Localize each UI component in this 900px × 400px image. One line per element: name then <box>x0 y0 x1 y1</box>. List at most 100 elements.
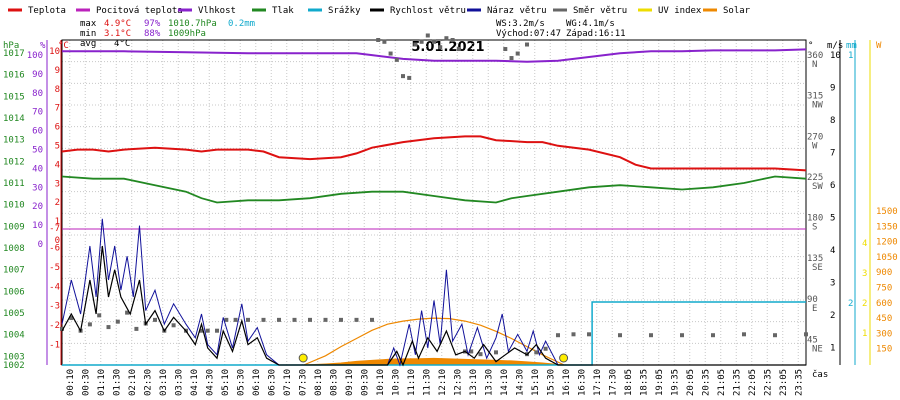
tick-x: 04:30 <box>205 369 215 396</box>
stat-ws: WS:3.2m/s <box>496 19 545 29</box>
tick-x: 17:10 <box>593 369 603 396</box>
legend-label: Solar <box>723 6 751 16</box>
wind-dir-point <box>587 332 591 337</box>
tick-wind-dir: 135 <box>807 254 823 264</box>
tick-humidity: 30 <box>32 183 43 193</box>
tick-wind-speed: 4 <box>830 246 835 256</box>
legend-label: Náraz větru <box>487 6 547 16</box>
tick-x: 12:10 <box>438 369 448 396</box>
tick-humidity: 0 <box>38 240 43 250</box>
series-wind-speed <box>61 245 806 367</box>
tick-rain: 1 <box>848 51 853 61</box>
wind-dir-point <box>388 51 393 56</box>
tick-wind-speed: 8 <box>830 116 835 126</box>
tick-wind-dir-name: N <box>812 60 817 70</box>
series-layer <box>60 33 808 367</box>
tick-temp-neg: -6 <box>49 243 60 253</box>
tick-x: 08:10 <box>314 369 324 396</box>
tick-x: 09:10 <box>345 369 355 396</box>
wind-dir-point <box>205 328 210 333</box>
tick-x: 15:10 <box>531 369 541 396</box>
tick-x: 08:30 <box>329 369 339 396</box>
tick-x: 10:30 <box>391 369 401 396</box>
tick-x: 00:10 <box>66 369 76 396</box>
stat-sunrise: Východ:07:47 <box>496 29 561 39</box>
wind-dir-point <box>354 317 359 322</box>
wind-dir-point <box>478 352 483 357</box>
tick-x: 22:35 <box>763 369 773 396</box>
tick-x: 16:10 <box>562 369 572 396</box>
tick-wind-dir: 315 <box>807 92 823 102</box>
stat-avg-label: avg <box>80 39 96 49</box>
tick-wind-speed: 7 <box>830 149 835 159</box>
tick-wind-dir: 90 <box>807 295 818 305</box>
chart-title: 5.01.2021 <box>411 40 484 55</box>
stat-max-temp: 4.9°C <box>104 19 131 29</box>
tick-wind-speed: 1 <box>830 344 835 354</box>
tick-humidity: 20 <box>32 202 43 212</box>
tick-solar: 150 <box>876 345 892 355</box>
wind-dir-point <box>246 317 250 322</box>
tick-temp-neg: -1 <box>49 341 60 351</box>
tick-x: 20:35 <box>701 369 711 396</box>
legend-label: Rychlost větru <box>390 6 466 16</box>
wind-dir-point <box>323 317 328 322</box>
stat-max-hum: 97% <box>144 19 161 29</box>
wind-dir-point <box>199 328 204 333</box>
series-wind-gust <box>61 218 806 367</box>
tick-x: 23:35 <box>794 369 804 396</box>
wind-dir-point <box>308 317 312 322</box>
tick-humidity: 70 <box>32 108 43 118</box>
tick-x: 02:30 <box>143 369 153 396</box>
tick-pressure: 1012 <box>3 157 25 167</box>
series-temperature <box>61 135 807 172</box>
wind-dir-point <box>224 317 229 322</box>
tick-x: 00:30 <box>81 369 91 396</box>
tick-solar: 300 <box>876 329 892 339</box>
legend-label: Tlak <box>272 6 294 16</box>
tick-x: 10:10 <box>376 369 386 396</box>
tick-uv: 2 <box>862 299 867 309</box>
tick-temp-neg: -3 <box>49 302 60 312</box>
tick-wind-dir-name: SE <box>812 263 823 273</box>
stat-min-label: min <box>80 29 96 39</box>
wind-dir-point <box>509 56 514 61</box>
tick-pressure: 1009 <box>3 222 25 232</box>
tick-pressure: 1007 <box>3 266 25 276</box>
tick-temp: 7 <box>55 104 60 114</box>
tick-x: 19:05 <box>655 369 665 396</box>
wind-dir-point <box>171 323 176 328</box>
tick-x: 07:10 <box>283 369 293 396</box>
tick-pressure: 1014 <box>3 114 25 124</box>
tick-wind-speed: 10 <box>830 51 841 61</box>
tick-x: 20:05 <box>686 369 696 396</box>
tick-humidity: 100 <box>27 51 43 61</box>
tick-solar: 750 <box>876 284 892 294</box>
wind-dir-point <box>370 317 374 322</box>
tick-x: 21:35 <box>732 369 742 396</box>
wind-dir-point <box>444 36 449 41</box>
wind-dir-point <box>425 33 430 38</box>
tick-wind-dir-name: S <box>812 223 817 233</box>
tick-temp: 5 <box>55 142 60 152</box>
tick-x: 19:35 <box>670 369 680 396</box>
tick-x: 01:10 <box>97 369 107 396</box>
tick-x: 17:30 <box>608 369 618 396</box>
axis-label-wind-dir: ° <box>808 41 813 51</box>
wind-dir-point <box>125 310 130 315</box>
tick-x: 16:30 <box>577 369 587 396</box>
tick-solar: 600 <box>876 299 892 309</box>
tick-pressure: 1013 <box>3 136 25 146</box>
wind-dir-point <box>503 47 508 52</box>
legend-label: Vlhkost <box>198 6 236 16</box>
tick-x: 04:10 <box>190 369 200 396</box>
stat-min-press: 1009hPa <box>168 29 206 39</box>
tick-x: 06:30 <box>267 369 277 396</box>
axes: hPa1017101610151014101310121011101010091… <box>3 40 898 396</box>
tick-x: 21:05 <box>717 369 727 396</box>
wind-dir-point <box>277 317 281 322</box>
tick-x: 01:30 <box>112 369 122 396</box>
tick-wind-speed: 6 <box>830 181 835 191</box>
x-axis-label: čas <box>812 369 828 380</box>
wind-dir-point <box>711 333 715 338</box>
